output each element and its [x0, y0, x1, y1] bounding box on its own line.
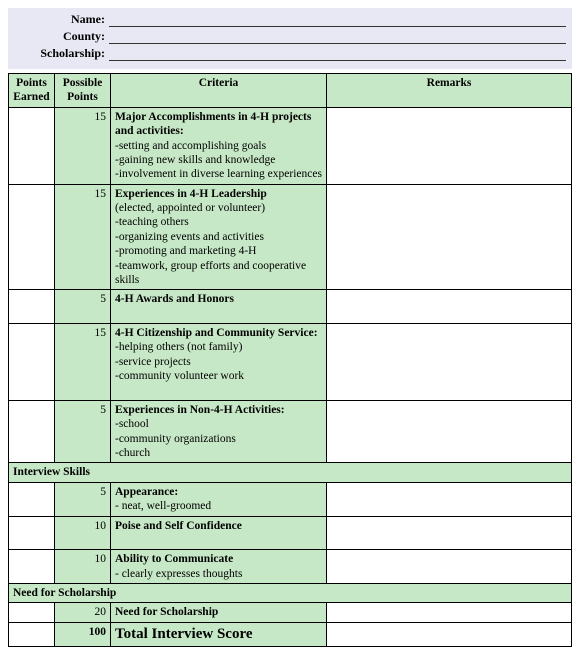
remarks-cell: [327, 184, 572, 290]
criteria-title: 4-H Citizenship and Community Service:: [115, 327, 318, 339]
section-need: Need for Scholarship: [9, 584, 572, 603]
earned-cell: [9, 400, 55, 463]
criteria-cell: 4-H Awards and Honors: [111, 290, 327, 324]
criteria-line: - neat, well-groomed: [115, 500, 211, 512]
criteria-line: -setting and accomplishing goals: [115, 140, 266, 152]
earned-cell: [9, 184, 55, 290]
criteria-title: Ability to Communicate: [115, 553, 233, 565]
col-header-possible: Possible Points: [55, 74, 111, 108]
possible-cell: 15: [55, 107, 111, 184]
col-header-earned: Points Earned: [9, 74, 55, 108]
criteria-title: Experiences in Non-4-H Activities:: [115, 404, 285, 416]
criteria-line: -church: [115, 447, 150, 459]
total-points: 100: [55, 622, 111, 646]
name-line: [109, 13, 566, 27]
earned-cell: [9, 550, 55, 584]
table-row: 5 Appearance: - neat, well-groomed: [9, 482, 572, 516]
criteria-line: -teamwork, group efforts and cooperative…: [115, 260, 306, 286]
table-row: 10 Poise and Self Confidence: [9, 516, 572, 550]
possible-cell: 5: [55, 482, 111, 516]
scoring-table: Points Earned Possible Points Criteria R…: [8, 73, 572, 647]
possible-cell: 5: [55, 400, 111, 463]
remarks-cell: [327, 516, 572, 550]
earned-cell: [9, 324, 55, 401]
criteria-line: -helping others (not family): [115, 341, 242, 353]
possible-cell: 10: [55, 516, 111, 550]
table-row: 20 Need for Scholarship: [9, 603, 572, 622]
total-row: 100 Total Interview Score: [9, 622, 572, 646]
criteria-cell: Appearance: - neat, well-groomed: [111, 482, 327, 516]
possible-cell: 15: [55, 324, 111, 401]
criteria-line: -involvement in diverse learning experie…: [115, 168, 322, 180]
table-row: 5 4-H Awards and Honors: [9, 290, 572, 324]
criteria-cell: Poise and Self Confidence: [111, 516, 327, 550]
possible-cell: 15: [55, 184, 111, 290]
scholarship-line: [109, 47, 566, 61]
criteria-cell: Major Accomplishments in 4-H projects an…: [111, 107, 327, 184]
earned-cell: [9, 603, 55, 622]
criteria-line: -service projects: [115, 356, 191, 368]
criteria-title: 4-H Awards and Honors: [115, 293, 234, 305]
possible-cell: 5: [55, 290, 111, 324]
criteria-cell: Need for Scholarship: [111, 603, 327, 622]
criteria-title: Experiences in 4-H Leadership: [115, 188, 267, 200]
criteria-title: Appearance:: [115, 486, 178, 498]
header-block: Name: County: Scholarship:: [8, 8, 572, 69]
criteria-title: Major Accomplishments in 4-H projects an…: [115, 111, 311, 137]
criteria-line: -teaching others: [115, 216, 189, 228]
criteria-line: -community organizations: [115, 433, 236, 445]
col-header-criteria: Criteria: [111, 74, 327, 108]
remarks-cell: [327, 290, 572, 324]
remarks-cell: [327, 622, 572, 646]
remarks-cell: [327, 400, 572, 463]
criteria-line: -organizing events and activities: [115, 231, 264, 243]
earned-cell: [9, 107, 55, 184]
county-line: [109, 30, 566, 44]
earned-cell: [9, 290, 55, 324]
county-label: County:: [14, 29, 109, 44]
earned-cell: [9, 516, 55, 550]
section-row: Interview Skills: [9, 463, 572, 482]
criteria-line: -community volunteer work: [115, 370, 244, 382]
remarks-cell: [327, 603, 572, 622]
total-label: Total Interview Score: [111, 622, 327, 646]
earned-cell: [9, 622, 55, 646]
remarks-cell: [327, 550, 572, 584]
criteria-line: -school: [115, 418, 149, 430]
table-row: 15 Experiences in 4-H Leadership (electe…: [9, 184, 572, 290]
remarks-cell: [327, 324, 572, 401]
criteria-cell: Experiences in Non-4-H Activities: -scho…: [111, 400, 327, 463]
remarks-cell: [327, 482, 572, 516]
table-row: 5 Experiences in Non-4-H Activities: -sc…: [9, 400, 572, 463]
table-row: 15 Major Accomplishments in 4-H projects…: [9, 107, 572, 184]
section-row: Need for Scholarship: [9, 584, 572, 603]
scholarship-label: Scholarship:: [14, 46, 109, 61]
possible-cell: 20: [55, 603, 111, 622]
col-header-remarks: Remarks: [327, 74, 572, 108]
criteria-cell: 4-H Citizenship and Community Service: -…: [111, 324, 327, 401]
criteria-subtitle: (elected, appointed or volunteer): [115, 202, 265, 214]
earned-cell: [9, 482, 55, 516]
criteria-line: - clearly expresses thoughts: [115, 568, 242, 580]
criteria-cell: Experiences in 4-H Leadership (elected, …: [111, 184, 327, 290]
criteria-line: -gaining new skills and knowledge: [115, 154, 275, 166]
table-row: 10 Ability to Communicate - clearly expr…: [9, 550, 572, 584]
possible-cell: 10: [55, 550, 111, 584]
criteria-title: Need for Scholarship: [115, 606, 218, 618]
criteria-cell: Ability to Communicate - clearly express…: [111, 550, 327, 584]
criteria-title: Poise and Self Confidence: [115, 520, 242, 532]
table-row: 15 4-H Citizenship and Community Service…: [9, 324, 572, 401]
remarks-cell: [327, 107, 572, 184]
criteria-line: -promoting and marketing 4-H: [115, 245, 256, 257]
section-interview: Interview Skills: [9, 463, 572, 482]
name-label: Name:: [14, 12, 109, 27]
